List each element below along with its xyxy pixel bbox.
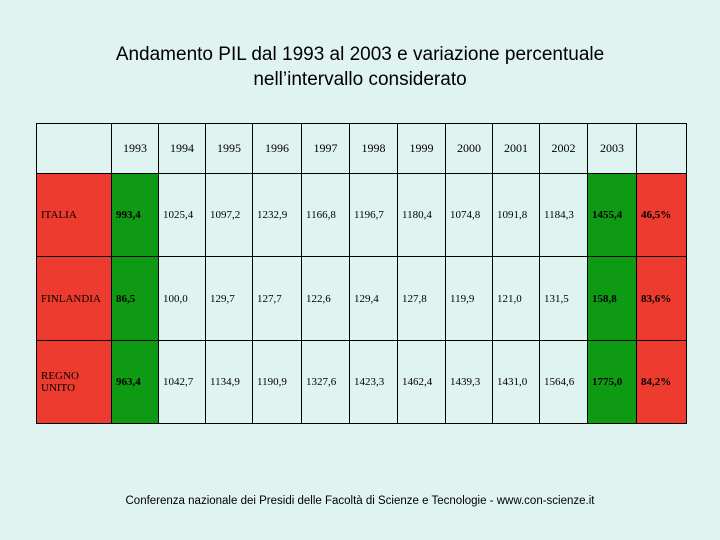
change-percent-cell: 84,2% xyxy=(636,339,687,425)
value-2003-cell: 158,8 xyxy=(587,256,637,341)
year-header: 1995 xyxy=(205,122,253,175)
value-cell: 1423,3 xyxy=(349,339,398,425)
change-percent-cell: 83,6% xyxy=(636,256,687,341)
title-line-2: nell’intervallo considerato xyxy=(253,69,467,90)
value-cell: 1327,6 xyxy=(301,339,350,425)
value-cell: 1232,9 xyxy=(252,173,302,258)
value-2003-cell: 1775,0 xyxy=(587,339,637,425)
value-cell: 1196,7 xyxy=(349,173,398,258)
year-header: 1998 xyxy=(349,122,398,175)
value-cell: 119,9 xyxy=(445,256,493,341)
value-cell: 1564,6 xyxy=(539,339,588,425)
value-cell: 1025,4 xyxy=(158,173,206,258)
gdp-table: 1993 1994 1995 1996 1997 1998 1999 2000 … xyxy=(36,122,687,425)
year-header: 1997 xyxy=(301,122,350,175)
value-cell: 1134,9 xyxy=(205,339,253,425)
value-cell: 1180,4 xyxy=(397,173,446,258)
value-cell: 129,4 xyxy=(349,256,398,341)
value-cell: 1431,0 xyxy=(492,339,540,425)
value-1993-cell: 963,4 xyxy=(111,339,159,425)
value-cell: 127,8 xyxy=(397,256,446,341)
year-header: 2000 xyxy=(445,122,493,175)
year-header: 2001 xyxy=(492,122,540,175)
table-row: ITALIA 993,4 1025,4 1097,2 1232,9 1166,8… xyxy=(36,173,687,258)
value-cell: 1462,4 xyxy=(397,339,446,425)
value-cell: 1184,3 xyxy=(539,173,588,258)
country-cell: FINLANDIA xyxy=(36,256,112,341)
value-cell: 1091,8 xyxy=(492,173,540,258)
change-percent-cell: 46,5% xyxy=(636,173,687,258)
table-row: FINLANDIA 86,5 100,0 129,7 127,7 122,6 1… xyxy=(36,256,687,341)
value-cell: 1190,9 xyxy=(252,339,302,425)
value-cell: 131,5 xyxy=(539,256,588,341)
year-header: 1993 xyxy=(111,122,159,175)
year-header: 2002 xyxy=(539,122,588,175)
corner-cell xyxy=(36,122,112,175)
header-row: 1993 1994 1995 1996 1997 1998 1999 2000 … xyxy=(36,122,687,175)
year-header: 1996 xyxy=(252,122,302,175)
footer-credit: Conferenza nazionale dei Presidi delle F… xyxy=(125,495,595,507)
value-2003-cell: 1455,4 xyxy=(587,173,637,258)
country-cell: ITALIA xyxy=(36,173,112,258)
value-cell: 1074,8 xyxy=(445,173,493,258)
value-cell: 1097,2 xyxy=(205,173,253,258)
change-header xyxy=(636,122,687,175)
table-row: REGNO UNITO 963,4 1042,7 1134,9 1190,9 1… xyxy=(36,339,687,425)
value-cell: 1166,8 xyxy=(301,173,350,258)
year-header: 1994 xyxy=(158,122,206,175)
country-cell: REGNO UNITO xyxy=(36,339,112,425)
value-cell: 127,7 xyxy=(252,256,302,341)
title-line-1: Andamento PIL dal 1993 al 2003 e variazi… xyxy=(115,44,605,65)
value-1993-cell: 993,4 xyxy=(111,173,159,258)
year-header: 1999 xyxy=(397,122,446,175)
value-cell: 121,0 xyxy=(492,256,540,341)
year-header: 2003 xyxy=(587,122,637,175)
value-cell: 1439,3 xyxy=(445,339,493,425)
page-title: Andamento PIL dal 1993 al 2003 e variazi… xyxy=(60,42,660,92)
value-cell: 122,6 xyxy=(301,256,350,341)
value-cell: 100,0 xyxy=(158,256,206,341)
value-cell: 129,7 xyxy=(205,256,253,341)
value-cell: 1042,7 xyxy=(158,339,206,425)
value-1993-cell: 86,5 xyxy=(111,256,159,341)
